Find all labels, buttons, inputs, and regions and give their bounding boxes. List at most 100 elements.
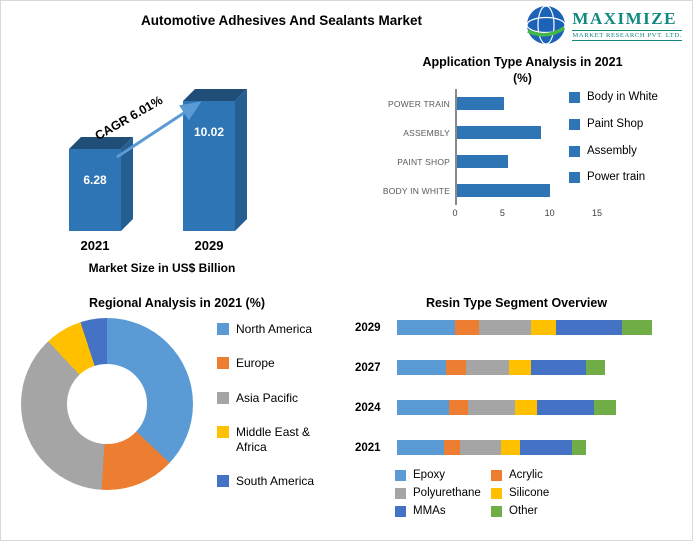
legend-label: Power train xyxy=(587,171,646,184)
legend-swatch xyxy=(217,391,229,404)
application-chart-body: POWER TRAIN ASSEMBLY PAINT SHOP BODY IN WHI… xyxy=(359,89,686,222)
bar-track xyxy=(397,360,652,375)
bar-segment xyxy=(397,360,447,375)
bar-segment xyxy=(509,360,532,375)
bar-track xyxy=(455,89,597,118)
category-label: BODY IN WHITE xyxy=(382,185,450,196)
legend-swatch xyxy=(491,505,502,517)
bar-segment xyxy=(397,440,444,455)
legend-label: Paint Shop xyxy=(587,117,644,130)
legend-swatch xyxy=(569,172,580,184)
bar-segment xyxy=(594,400,617,415)
chart-row: 2024 xyxy=(355,400,686,415)
market-size-bar: 10.02 xyxy=(183,101,235,231)
legend-swatch xyxy=(217,426,229,439)
stacked-bar xyxy=(397,440,587,455)
bar-segment xyxy=(468,400,515,415)
legend-item: Paint Shop xyxy=(569,118,658,132)
application-chart-title: Application Type Analysis in 2021 xyxy=(422,55,623,69)
legend-item: South America xyxy=(217,474,333,488)
bar-track xyxy=(455,118,597,147)
company-logo: MAXIMIZE MARKET RESEARCH PVT. LTD. xyxy=(526,5,682,45)
category-label: PAINT SHOP xyxy=(397,156,450,167)
legend-swatch xyxy=(217,474,229,487)
bar-segment xyxy=(501,440,521,455)
regional-chart-title: Regional Analysis in 2021 (%) xyxy=(89,296,265,310)
chart-row: 2027 xyxy=(355,360,686,375)
bar-segment xyxy=(621,320,652,335)
legend-swatch xyxy=(395,505,406,517)
bar-segment xyxy=(397,400,450,415)
header: Automotive Adhesives And Sealants Market… xyxy=(1,1,692,47)
x-tick-label: 15 xyxy=(591,208,603,218)
application-legend: Body in White Paint Shop Assembly Power tra… xyxy=(569,91,658,185)
legend-item: Body in White xyxy=(569,91,658,105)
year-label: 2029 xyxy=(355,321,381,334)
legend-swatch xyxy=(569,118,580,130)
legend-label: Acrylic xyxy=(509,469,543,481)
chart-row: BODY IN WHITE xyxy=(359,176,597,205)
globe-icon xyxy=(526,5,567,45)
legend-swatch xyxy=(217,323,229,335)
legend-label: Body in White xyxy=(587,91,658,103)
market-size-chart: 6.28 2021 10.02 2029 xyxy=(69,47,235,253)
legend-item: Polyurethane xyxy=(395,487,491,501)
bar-segment xyxy=(531,320,557,335)
bar-segment xyxy=(397,320,455,335)
legend-label: Silicone xyxy=(509,486,550,499)
legend-swatch xyxy=(491,470,502,481)
legend-swatch xyxy=(569,92,580,103)
bar-segment xyxy=(446,360,466,375)
stacked-bar xyxy=(397,360,606,375)
legend-item: Middle East & Africa xyxy=(217,425,333,454)
legend-swatch xyxy=(395,487,406,499)
logo-name: MAXIMIZE xyxy=(572,9,677,28)
market-size-bar: 6.28 xyxy=(69,149,121,231)
cagr-arrow-icon xyxy=(116,101,202,159)
legend-item: North America xyxy=(217,322,333,336)
bar xyxy=(457,126,541,139)
application-chart-subtitle: (%) xyxy=(513,71,532,85)
bar-track xyxy=(397,440,652,455)
regional-legend: North America Europe Asia Pacific Middle Ea… xyxy=(217,322,333,488)
legend-item: Epoxy xyxy=(395,469,491,483)
chart-grid: 6.28 2021 10.02 2029 CAGR 6.01% Market Size… xyxy=(1,47,692,540)
resin-type-section: Resin Type Segment Overview 2029 2027 2024… xyxy=(347,290,686,540)
chart-row: PAINT SHOP xyxy=(359,147,597,176)
bar xyxy=(457,155,509,168)
bar-segment xyxy=(460,440,502,455)
x-axis-ticks: 0 5 10 15 xyxy=(452,208,602,222)
year-label: 2021 xyxy=(355,441,381,454)
legend-label: MMAs xyxy=(413,504,446,517)
bar-segment xyxy=(572,440,587,455)
year-label: 2021 xyxy=(80,238,110,253)
application-type-section: Application Type Analysis in 2021 (%) PO… xyxy=(347,47,686,290)
bar-segment xyxy=(465,360,510,375)
legend-label: North America xyxy=(236,322,313,336)
page-title: Automotive Adhesives And Sealants Market xyxy=(140,13,423,28)
year-label: 2027 xyxy=(355,361,381,374)
resin-stacked-chart: 2029 2027 2024 2021 xyxy=(347,320,686,455)
chart-row: POWER TRAIN xyxy=(359,89,597,118)
application-bar-chart: POWER TRAIN ASSEMBLY PAINT SHOP BODY IN WHI… xyxy=(359,89,602,222)
bar-segment xyxy=(531,360,587,375)
legend-item: Other xyxy=(491,505,686,519)
legend-label: South America xyxy=(236,473,315,488)
legend-item: Asia Pacific xyxy=(217,391,333,405)
chart-row: ASSEMBLY xyxy=(359,118,597,147)
legend-label: Other xyxy=(509,504,538,517)
legend-label: Assembly xyxy=(587,144,637,157)
resin-legend: Epoxy Acrylic Polyurethane Silicone MMAs Othe… xyxy=(347,469,686,518)
bar-segment xyxy=(454,320,480,335)
x-axis: 0 5 10 15 xyxy=(359,208,602,222)
bar-track xyxy=(455,176,597,205)
legend-swatch xyxy=(217,357,229,370)
bar-column: 10.02 2029 xyxy=(183,101,235,253)
legend-label: Epoxy xyxy=(413,469,445,481)
bar-segment xyxy=(556,320,622,335)
legend-label: Asia Pacific xyxy=(236,390,299,405)
legend-item: Europe xyxy=(217,356,333,370)
x-tick-label: 10 xyxy=(544,208,555,218)
donut-chart xyxy=(21,318,193,490)
